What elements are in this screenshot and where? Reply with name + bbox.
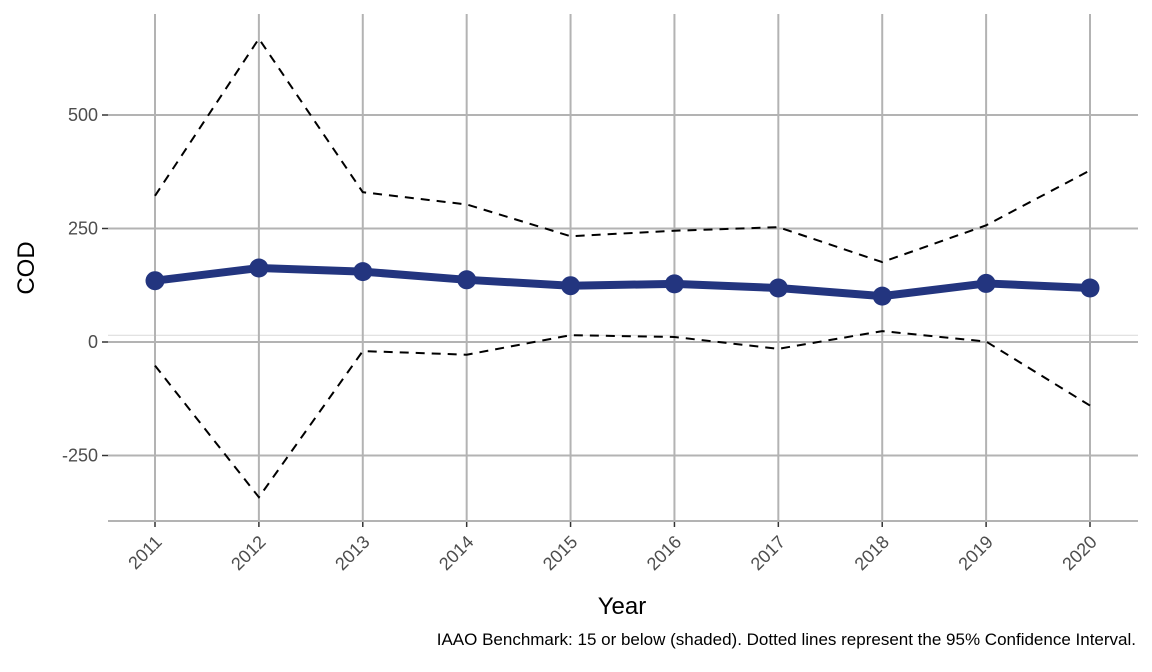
x-tick-label: 2018 (851, 532, 893, 574)
cod-point (976, 273, 996, 293)
cod-point (1080, 278, 1100, 298)
x-tick-label: 2020 (1058, 532, 1100, 574)
x-axis-title: Year (598, 593, 647, 620)
x-tick-label: 2015 (539, 532, 581, 574)
y-tick-label: 0 (88, 332, 98, 352)
y-axis-title: COD (13, 241, 40, 294)
cod-point (872, 286, 892, 306)
chart-caption: IAAO Benchmark: 15 or below (shaded). Do… (436, 630, 1136, 649)
x-tick-label: 2013 (331, 532, 373, 574)
cod-point (457, 270, 477, 290)
x-tick-label: 2011 (124, 532, 166, 574)
series-layer (145, 36, 1100, 499)
x-tick-label: 2014 (435, 532, 477, 574)
cod-point (561, 276, 581, 296)
cod-point (145, 271, 165, 291)
cod-point (353, 262, 373, 282)
x-tick-label: 2019 (954, 532, 996, 574)
x-tick-label: 2012 (227, 532, 269, 574)
y-tick-label: 500 (68, 105, 98, 125)
ci-upper-line (154, 36, 1091, 264)
x-tick-label: 2016 (643, 532, 685, 574)
ci-lower-line (154, 330, 1091, 499)
cod-series-line (154, 263, 1091, 301)
y-tick-label: 250 (68, 219, 98, 239)
x-tick-label: 2017 (747, 532, 789, 574)
cod-point (664, 274, 684, 294)
benchmark-band (108, 335, 1138, 521)
cod-point (249, 258, 269, 278)
cod-point (768, 278, 788, 298)
y-tick-label: -250 (62, 446, 98, 466)
